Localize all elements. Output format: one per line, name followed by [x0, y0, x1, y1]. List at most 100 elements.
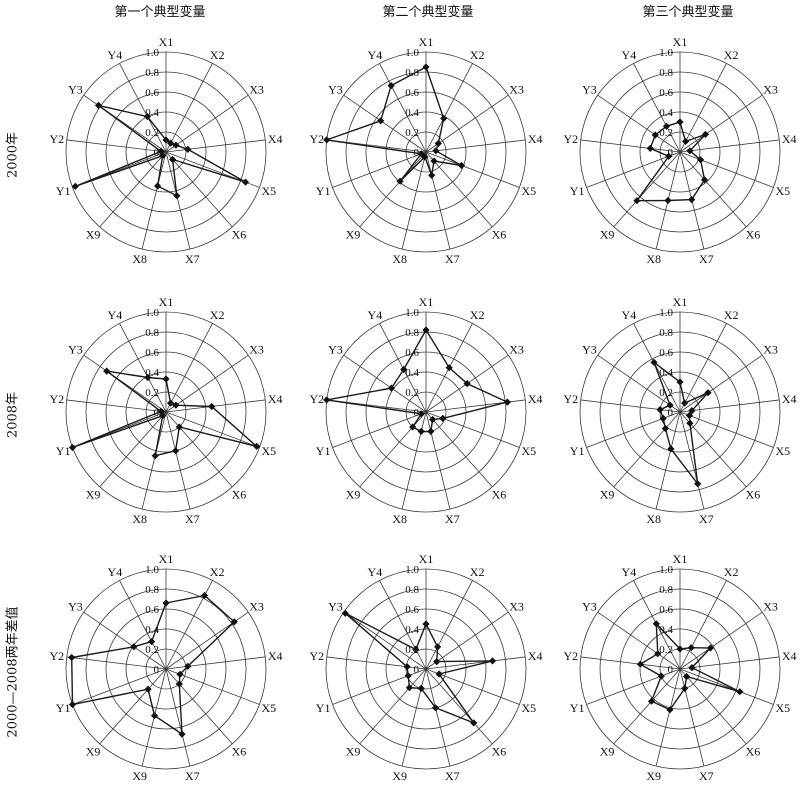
data-point-x7	[427, 427, 435, 435]
axis-label-x4: X4	[528, 132, 543, 146]
grid-spoke	[425, 151, 493, 228]
data-point-y4	[652, 620, 660, 628]
grid-spoke	[633, 323, 681, 413]
data-point-x1	[422, 63, 430, 71]
axis-label-y3: Y3	[582, 600, 597, 614]
grid-spoke	[679, 354, 763, 413]
grid-spoke	[613, 411, 681, 488]
axis-label-x6: X6	[746, 745, 761, 759]
data-point-x6	[175, 680, 183, 688]
tick-label: 0.2	[659, 644, 673, 656]
grid-spoke	[655, 411, 681, 510]
grid-spoke	[425, 151, 520, 188]
grid-spoke	[597, 354, 681, 413]
axis-label-x2: X2	[470, 308, 485, 322]
grid-spoke	[679, 580, 727, 670]
tick-label: 0.6	[405, 604, 419, 616]
grid-spoke	[343, 354, 427, 413]
axis-label-x7: X7	[185, 252, 200, 266]
tick-label: 0.8	[659, 327, 673, 339]
data-point-y2	[68, 653, 76, 662]
grid-spoke	[425, 411, 493, 488]
data-point-x5	[176, 670, 184, 678]
data-point-x6	[175, 423, 183, 431]
tick-label: 0.6	[145, 604, 159, 616]
data-point-x5	[685, 411, 693, 420]
axis-label-x8: X8	[132, 512, 147, 526]
axis-label-y4: Y4	[622, 565, 637, 579]
axis-label-x5: X5	[522, 444, 537, 458]
data-point-x3	[701, 130, 710, 138]
grid-spoke	[165, 151, 191, 250]
data-point-y2	[403, 663, 411, 671]
tick-label: 0.6	[659, 87, 673, 99]
axis-label-x8: X8	[132, 252, 147, 266]
radar-chart-9: 0 0.2 0.4 0.6 0.8 1.0X1 X2 X3 X4 X5 X6 X7 X9 X9 Y1 Y2 Y3…	[563, 552, 796, 783]
data-point-x4	[208, 402, 216, 411]
grid-spoke	[613, 668, 681, 745]
grid-spoke	[99, 151, 167, 228]
axis-label-y2: Y2	[309, 132, 324, 146]
grid-spoke	[165, 63, 213, 153]
data-point-x1	[676, 645, 684, 653]
data-point-x7	[178, 730, 186, 738]
tick-label: 1.0	[659, 307, 673, 319]
axis-label-y2: Y2	[563, 132, 578, 146]
tick-label: 0.6	[659, 347, 673, 359]
axis-label-x3: X3	[509, 343, 524, 357]
grid-spoke	[679, 94, 763, 153]
data-point-x3	[463, 380, 471, 388]
data-point-x6	[430, 157, 438, 165]
data-point-x9	[417, 684, 425, 692]
data-point-x4	[688, 407, 696, 415]
tick-label: 1.0	[145, 47, 159, 59]
axis-label-x7: X7	[445, 769, 460, 783]
data-point-y1	[665, 152, 673, 160]
axis-label-y3: Y3	[582, 83, 597, 97]
data-point-x4	[503, 398, 511, 406]
axis-label-y2: Y2	[563, 649, 578, 663]
data-point-y1	[659, 414, 667, 422]
axis-label-y2: Y2	[563, 392, 578, 406]
data-point-x6	[429, 415, 437, 424]
axis-label-x1: X1	[419, 295, 434, 309]
tick-label: 0.4	[405, 367, 419, 379]
grid-spoke	[425, 668, 451, 767]
data-point-x5	[253, 442, 261, 450]
data-point-y3	[341, 609, 349, 617]
axis-label-x5: X5	[776, 184, 791, 198]
axis-label-y1: Y1	[56, 184, 71, 198]
row-label-1: 2000年	[6, 132, 21, 178]
axis-label-x1: X1	[673, 552, 688, 566]
tick-label: 1.0	[145, 564, 159, 576]
data-point-y2	[157, 147, 165, 155]
axis-label-y4: Y4	[368, 565, 383, 579]
axis-label-x1: X1	[673, 295, 688, 309]
grid-spoke	[379, 580, 427, 670]
axis-label-x8: X8	[392, 252, 407, 266]
data-point-x8	[154, 182, 162, 190]
data-point-x2	[445, 364, 453, 372]
data-point-x3	[704, 389, 712, 397]
data-point-x4	[686, 147, 694, 155]
grid-spoke	[165, 139, 266, 153]
tick-label: 0.2	[405, 127, 419, 139]
axis-label-y4: Y4	[108, 565, 123, 579]
data-point-x3	[434, 139, 442, 148]
axis-label-x9: X9	[600, 228, 615, 242]
grid-spoke	[99, 668, 167, 745]
axis-label-y1: Y1	[316, 184, 331, 198]
axis-label-x1: X1	[159, 552, 174, 566]
axis-label-x1: X1	[159, 35, 174, 49]
data-point-y4	[650, 358, 658, 366]
axis-label-y2: Y2	[309, 649, 324, 663]
data-point-x2	[681, 399, 689, 407]
radar-chart-8: 00.20.40.60.81.0X1X2X3X4X5X6X7X9X9Y1Y2Y3…	[309, 552, 542, 783]
tick-label: 1.0	[405, 307, 419, 319]
data-point-x3	[172, 141, 180, 149]
data-point-x5	[241, 178, 250, 186]
axis-label-x4: X4	[268, 132, 283, 146]
grid-spoke	[66, 656, 167, 670]
axis-label-y4: Y4	[108, 308, 123, 322]
